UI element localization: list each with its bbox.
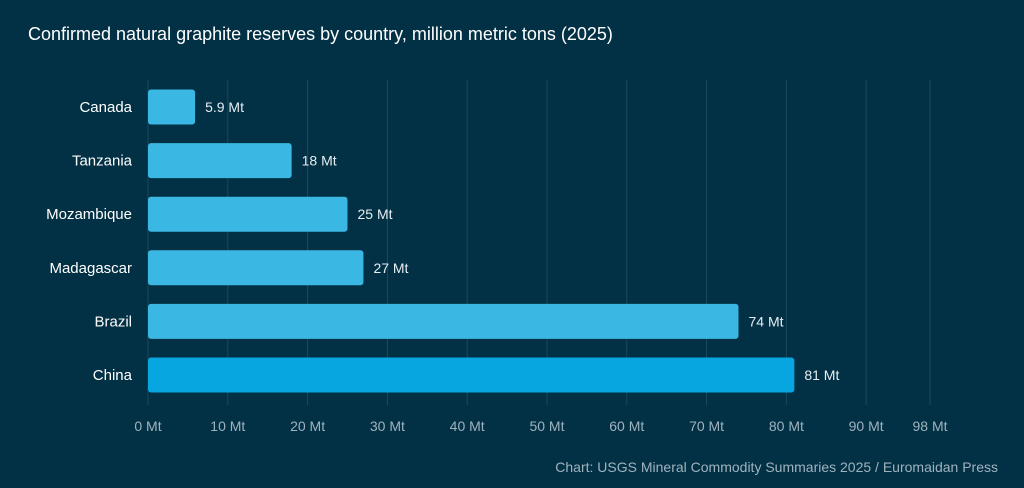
x-tick-label: 50 Mt [529, 418, 564, 434]
x-tick-label: 90 Mt [849, 418, 884, 434]
value-label: 5.9 Mt [205, 99, 244, 115]
x-tick-label: 0 Mt [134, 418, 161, 434]
bar-china [148, 357, 795, 393]
category-label: Mozambique [46, 206, 132, 223]
x-tick-label: 20 Mt [290, 418, 325, 434]
chart-title: Confirmed natural graphite reserves by c… [28, 24, 613, 44]
category-label: Canada [79, 99, 132, 116]
value-label: 18 Mt [302, 153, 337, 169]
category-label: Madagascar [49, 260, 132, 277]
bar-madagascar [148, 250, 364, 286]
x-tick-label: 80 Mt [769, 418, 804, 434]
category-label: Tanzania [72, 153, 133, 170]
x-tick-label: 10 Mt [210, 418, 245, 434]
category-label: China [93, 367, 133, 384]
value-label: 25 Mt [357, 206, 392, 222]
bar-brazil [148, 303, 739, 339]
bar-canada [148, 89, 196, 125]
category-label: Brazil [94, 313, 132, 330]
bar-mozambique [148, 196, 348, 232]
value-label: 81 Mt [804, 367, 839, 383]
x-tick-label: 40 Mt [450, 418, 485, 434]
bar-tanzania [148, 143, 292, 179]
value-label: 27 Mt [373, 260, 408, 276]
x-tick-label: 70 Mt [689, 418, 724, 434]
x-tick-label: 30 Mt [370, 418, 405, 434]
value-label: 74 Mt [748, 313, 783, 329]
x-tick-label: 60 Mt [609, 418, 644, 434]
x-tick-label: 98 Mt [912, 418, 947, 434]
chart-source: Chart: USGS Mineral Commodity Summaries … [555, 459, 998, 475]
